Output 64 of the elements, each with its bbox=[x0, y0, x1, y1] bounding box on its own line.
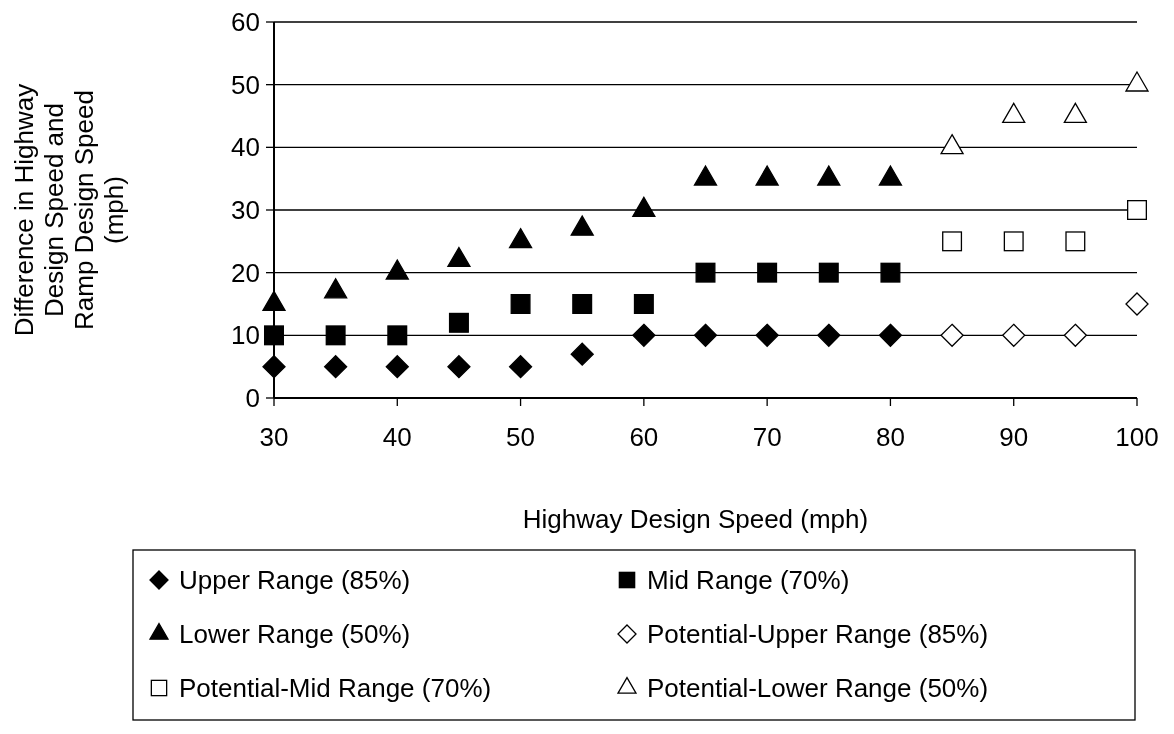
point bbox=[632, 323, 656, 347]
point bbox=[572, 294, 593, 314]
point bbox=[447, 355, 471, 379]
point bbox=[508, 228, 533, 249]
legend-label: Potential-Mid Range (70%) bbox=[179, 673, 492, 704]
point bbox=[817, 165, 841, 186]
point bbox=[940, 134, 964, 155]
legend-label: Lower Range (50%) bbox=[179, 619, 411, 650]
point bbox=[818, 262, 839, 283]
point bbox=[508, 355, 533, 379]
y-tick-label: 50 bbox=[231, 69, 260, 100]
x-axis-title: Highway Design Speed (mph) bbox=[522, 504, 869, 534]
x-tick-label: 50 bbox=[506, 422, 536, 452]
y-axis-title: Difference in Highway Design Speed and Ramp Design Speed (mph) bbox=[9, 83, 129, 337]
y-tick-label: 40 bbox=[231, 132, 260, 163]
point bbox=[385, 355, 409, 379]
point bbox=[755, 323, 779, 347]
point bbox=[757, 262, 778, 283]
point bbox=[1063, 323, 1088, 347]
point bbox=[880, 262, 901, 283]
point bbox=[570, 215, 594, 236]
point bbox=[693, 323, 718, 347]
legend-label: Upper Range (85%) bbox=[179, 565, 411, 596]
point bbox=[1063, 102, 1088, 123]
point bbox=[940, 323, 964, 347]
point bbox=[387, 325, 408, 346]
y-tick-label: 10 bbox=[231, 320, 260, 351]
point bbox=[632, 196, 656, 217]
y-tick-label: 60 bbox=[231, 7, 260, 38]
point bbox=[1003, 231, 1024, 252]
point bbox=[1002, 102, 1026, 123]
point bbox=[1125, 292, 1149, 316]
point bbox=[633, 294, 654, 314]
point bbox=[695, 262, 716, 283]
point bbox=[1065, 231, 1086, 252]
point bbox=[1125, 71, 1149, 92]
point bbox=[325, 325, 346, 346]
point bbox=[878, 165, 903, 186]
y-tick-label: 0 bbox=[245, 383, 260, 414]
legend-label: Potential-Lower Range (50%) bbox=[647, 673, 989, 704]
point bbox=[878, 323, 903, 347]
x-tick-label: 70 bbox=[752, 422, 782, 452]
point bbox=[510, 294, 531, 314]
x-tick-label: 100 bbox=[1115, 422, 1159, 452]
point bbox=[817, 323, 841, 347]
point bbox=[570, 342, 594, 366]
point bbox=[262, 355, 286, 379]
x-tick-label: 40 bbox=[382, 422, 412, 452]
y-tick-label: 30 bbox=[231, 195, 260, 226]
x-tick-label: 60 bbox=[629, 422, 659, 452]
point bbox=[323, 355, 348, 379]
point bbox=[1002, 323, 1026, 347]
point bbox=[264, 325, 284, 346]
x-tick-label: 90 bbox=[999, 422, 1029, 452]
point bbox=[447, 246, 471, 268]
legend-label: Potential-Upper Range (85%) bbox=[647, 619, 989, 650]
x-tick-label: 80 bbox=[875, 422, 905, 452]
x-tick-label: 30 bbox=[259, 422, 289, 452]
point bbox=[942, 231, 963, 252]
point bbox=[755, 165, 779, 186]
point bbox=[693, 165, 718, 186]
y-tick-label: 20 bbox=[231, 257, 260, 288]
point bbox=[448, 312, 469, 333]
legend-label: Mid Range (70%) bbox=[647, 565, 850, 596]
